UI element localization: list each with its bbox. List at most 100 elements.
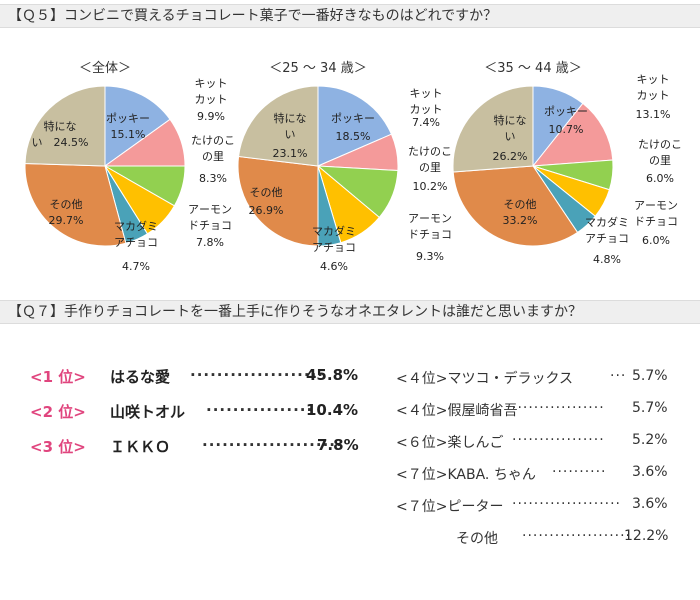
slice-label-text: その他 <box>250 186 283 199</box>
slice-value: 23.1% <box>273 147 308 160</box>
slice-label-text: い <box>505 130 516 143</box>
percentage: 3.6% <box>632 496 668 512</box>
talent-name: ピーター <box>447 499 504 515</box>
leader-dots: ···················· <box>190 366 324 384</box>
percentage: 5.7% <box>632 400 668 416</box>
slice-label-text: アーモン <box>634 199 678 212</box>
pie-title: ＜35 ～ 44 歳＞ <box>484 61 581 76</box>
pie-slice-6 <box>238 85 319 167</box>
ranking-7b: <７位>ピーター ···················· 3.6% <box>396 496 668 516</box>
slice-label-text: い 24.5% <box>32 136 89 149</box>
talent-name: マツコ・デラックス <box>447 371 574 387</box>
slice-label-text: ドチョコ <box>408 228 452 241</box>
pie-slice-0 <box>104 85 171 167</box>
slice-value: 15.1% <box>111 128 146 141</box>
slice-label-text: の里 <box>649 154 671 167</box>
slice-value: 9.3% <box>416 250 444 263</box>
slice-label-text: マカダミ <box>114 219 158 233</box>
slice-label: その他 29.7% <box>49 198 84 227</box>
leader-dots: ················· <box>512 400 605 416</box>
talent-name: その他 <box>456 531 498 547</box>
ranking-2: <2 位> 山咲トオル ················ 10.4% <box>30 401 358 422</box>
ranking-6: <６位>楽しんご ················· 5.2% <box>396 432 668 452</box>
q7-title: 【Ｑ７】手作りチョコレートを一番上手に作りそうなオネエタレントは誰だと思いますか… <box>0 300 700 324</box>
slice-label-text: アーモン <box>188 203 232 216</box>
slice-label-text: その他 <box>50 198 83 211</box>
rank-label: <2 位> <box>30 403 86 421</box>
slice-label-text: ポッキー <box>106 112 150 125</box>
slice-value: 29.7% <box>49 214 84 227</box>
rank-label: <７位> <box>396 499 448 515</box>
leader-dots: ·········· <box>552 464 607 480</box>
percentage: 5.2% <box>632 432 668 448</box>
pie-charts: ＜全体＞ポッキー15.1%キットカット9.9%たけのこの里8.3%アーモンドチョ… <box>24 60 682 273</box>
slice-label-text: ドチョコ <box>634 215 678 228</box>
slice-label-text: キット <box>410 87 443 100</box>
percentage: 7.8% <box>317 436 359 454</box>
slice-label-text: アチョコ <box>114 236 158 249</box>
slice-label-text: アチョコ <box>312 241 356 254</box>
rank-label: <６位> <box>396 435 448 451</box>
slice-value: 26.2% <box>493 150 528 163</box>
leader-dots: ····················· <box>202 436 343 454</box>
slice-label-text: カット <box>195 93 228 106</box>
slice-label-text: たけのこ <box>638 138 682 151</box>
slice-label-text: アーモン <box>408 212 452 225</box>
slice-label: ポッキー 10.7% <box>544 105 588 136</box>
q5-title: 【Ｑ５】コンビニで買えるチョコレート菓子で一番好きなものはどれですか？ <box>0 4 700 28</box>
slice-value: 6.0% <box>646 172 674 185</box>
slice-label-text: たけのこ <box>191 134 235 147</box>
slice-label-text: い <box>285 128 296 141</box>
ranking-7a: <７位>KABA. ちゃん ·········· 3.6% <box>396 464 668 484</box>
slice-value: 7.4% <box>412 116 440 129</box>
slice-label: その他 26.9% <box>249 186 284 217</box>
ranking-4a: <４位>マツコ・デラックス ··· 5.7% <box>396 368 668 388</box>
slice-value: 4.6% <box>320 260 348 273</box>
talent-name: はるな愛 <box>110 368 171 386</box>
leader-dots: ················· <box>512 432 605 448</box>
pie-title: ＜全体＞ <box>79 60 131 76</box>
slice-value: 4.7% <box>122 260 150 273</box>
rank-label: <1 位> <box>30 368 86 386</box>
pie-slice-5 <box>24 162 127 247</box>
percentage: 45.8% <box>306 366 359 384</box>
slice-label-text: 特にな <box>494 113 527 127</box>
slice-label: その他 33.2% <box>503 198 538 227</box>
slice-label-text: カット <box>410 103 443 116</box>
slice-value: 33.2% <box>503 214 538 227</box>
slice-value: 26.9% <box>249 204 284 217</box>
slice-label-text: アチョコ <box>585 232 629 245</box>
pie-slice-5 <box>237 155 319 247</box>
slice-label-text: 特にな <box>44 119 77 133</box>
pie-slice-1 <box>531 102 614 167</box>
slice-value: 10.7% <box>549 123 584 136</box>
talent-name: 山咲トオル <box>110 403 186 421</box>
talent-name: ＩＫＫＯ <box>110 438 171 456</box>
leader-dots: ···················· <box>512 496 622 512</box>
ranking-1: <1 位> はるな愛 ···················· 45.8% <box>30 366 358 387</box>
slice-label-text: ポッキー <box>544 105 588 118</box>
slice-label: ポッキー 18.5% <box>331 112 375 143</box>
slice-value: 10.2% <box>413 180 448 193</box>
leader-dots: ··· <box>610 368 627 384</box>
pie-title: ＜25 ～ 34 歳＞ <box>269 61 366 76</box>
slice-value: 6.0% <box>642 234 670 247</box>
rank-label: <3 位> <box>30 438 86 456</box>
slice-label-text: キット <box>637 73 670 86</box>
slice-label-text: キット <box>195 77 228 90</box>
ranking-other: その他 ···················· 12.2% <box>456 528 668 548</box>
pie-slice-5 <box>452 165 579 247</box>
pie-slice-0 <box>317 85 393 167</box>
slice-value: 7.8% <box>196 236 224 249</box>
